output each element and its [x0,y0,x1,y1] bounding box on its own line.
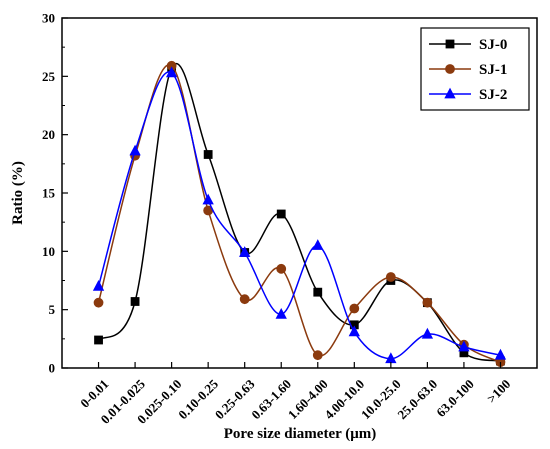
y-tick-label: 0 [49,361,56,376]
data-point [203,150,213,159]
legend-marker [445,39,455,49]
y-axis-title: Ratio (%) [10,161,26,225]
x-tick-label: 0-0.01 [77,376,111,410]
series-sj-1 [93,60,506,368]
data-point [129,144,141,156]
legend: SJ-0 SJ-1 SJ-2 [420,27,530,111]
legend-label: SJ-1 [479,62,507,78]
data-point [276,263,287,274]
data-point [312,350,323,361]
data-point [92,279,105,291]
data-point [313,287,323,297]
data-point [165,66,178,78]
data-point [421,327,434,339]
y-tick-label: 10 [42,244,55,259]
data-point [130,297,140,306]
data-point [458,340,470,352]
series-line [97,71,501,360]
y-tick-label: 30 [42,11,55,26]
y-tick-label: 25 [42,69,56,84]
data-point [349,303,360,314]
data-point [422,297,433,308]
x-tick-label: 25.0-63.0 [394,376,440,422]
data-point [94,335,103,345]
data-point [494,348,507,360]
series-sj-2 [92,66,507,364]
data-point [202,193,214,205]
data-point [93,297,104,308]
legend-marker [445,64,455,74]
x-tick-label: >100 [484,376,514,406]
y-tick-label: 5 [49,302,56,317]
data-point [385,272,396,282]
data-point [239,246,251,257]
x-tick-label: 63.0-100 [433,376,477,420]
data-point [275,307,287,319]
series-layer [92,60,507,368]
x-axis-title: Pore size diameter (μm) [224,426,376,442]
data-point [276,209,286,219]
data-point [348,325,360,337]
legend-marker [444,87,456,99]
y-tick-label: 20 [42,127,55,142]
data-point [312,239,324,250]
legend-label: SJ-0 [479,37,507,53]
legend-label: SJ-2 [479,87,507,103]
y-tick-label: 15 [42,186,56,201]
data-point [239,294,250,305]
